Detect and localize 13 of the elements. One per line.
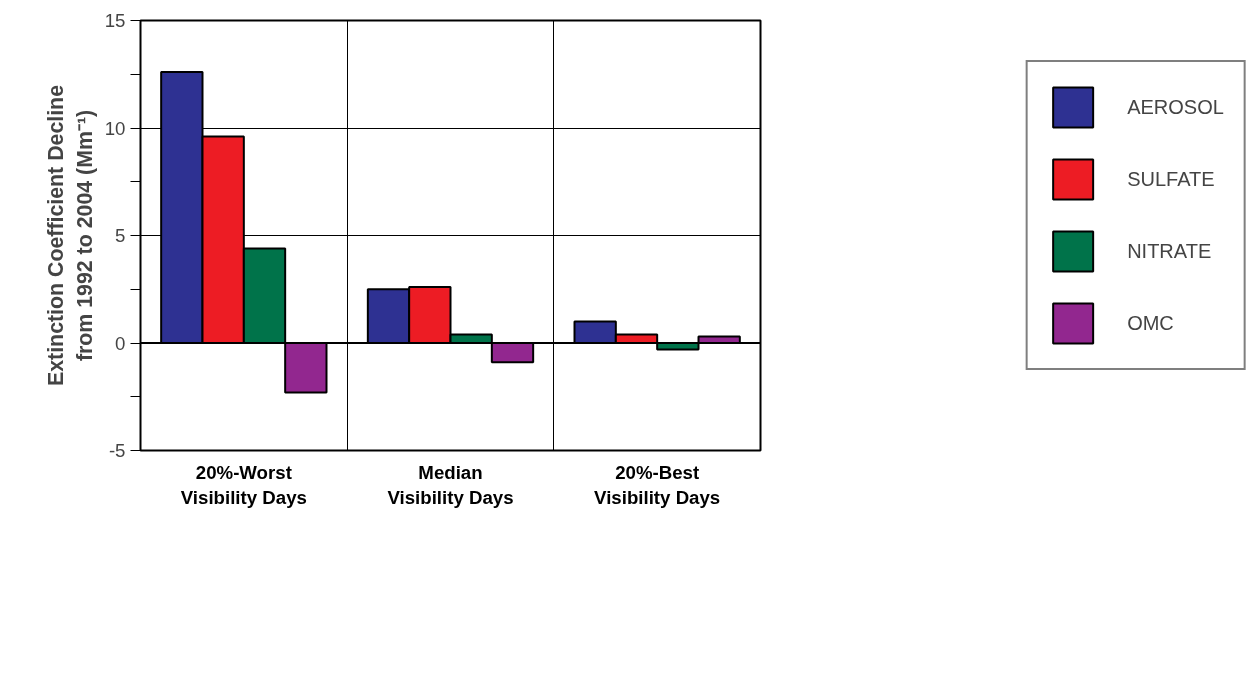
- legend-label: AEROSOL: [1127, 95, 1224, 119]
- y-tick-label: 0: [115, 332, 126, 354]
- x-tick-label: 20%-Worst Visibility Days: [180, 461, 307, 508]
- y-tick-label: 10: [104, 117, 126, 139]
- y-tick-label: 5: [115, 225, 126, 246]
- legend-label: SULFATE: [1127, 167, 1215, 191]
- y-tick-label: 15: [104, 10, 126, 31]
- x-tick-label: Median Visibility Days: [387, 461, 514, 508]
- y-tick-label: -5: [108, 440, 126, 461]
- y-axis-title: Extinction Coefficient Decline from 1992 to 2004 (Mm⁻¹): [43, 84, 97, 387]
- legend-label: NITRATE: [1127, 239, 1212, 263]
- x-tick-label: 20%-Best Visibility Days: [594, 461, 721, 508]
- legend-label: OMC: [1127, 311, 1174, 335]
